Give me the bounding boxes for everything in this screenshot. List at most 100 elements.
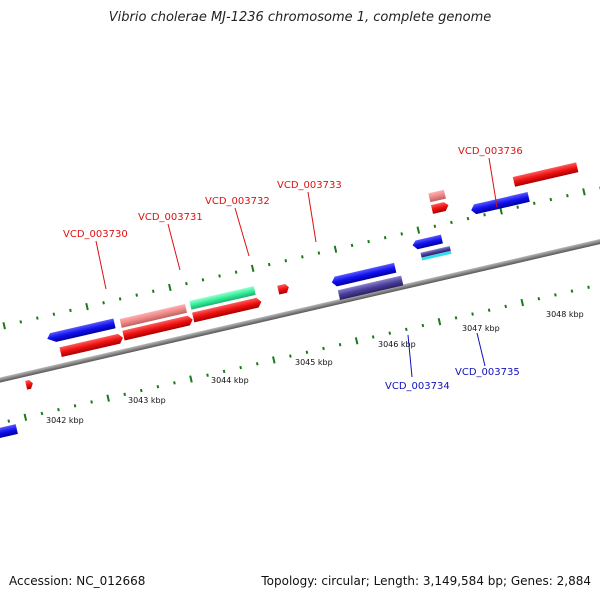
gene-left-edge-reverse[interactable]: [0, 424, 18, 442]
inner-tick: [371, 335, 375, 339]
outer-tick: [466, 216, 470, 221]
gene-vcd-003731-feature[interactable]: [119, 303, 187, 328]
outer-tick: [367, 239, 370, 244]
gene-label-vcd-003735[interactable]: VCD_003735: [455, 367, 520, 378]
gene-vcd-003731-forward[interactable]: [122, 315, 193, 341]
outer-tick: [267, 262, 271, 267]
gene-label-vcd-003730[interactable]: VCD_003730: [63, 229, 128, 240]
label-leaders: [95, 157, 498, 378]
inner-tick: [139, 388, 143, 393]
outer-tick: [185, 281, 188, 286]
outer-tick: [350, 243, 354, 248]
outer-tick: [19, 320, 23, 324]
inner-tick: [471, 312, 474, 316]
outer-tick: [168, 283, 172, 292]
inner-tick: [338, 342, 342, 347]
outer-tick: [201, 278, 205, 282]
scale-label-3047: 3047 kbp: [462, 324, 500, 333]
outer-tick: [36, 316, 39, 320]
inner-tick: [7, 419, 11, 423]
inner-tick: [57, 407, 60, 412]
outer-tick: [433, 224, 437, 228]
inner-tick: [305, 350, 309, 354]
gene-vcd-003730-forward[interactable]: [59, 333, 124, 358]
inner-tick: [354, 337, 359, 345]
outer-tick: [582, 188, 586, 196]
gene-vcd-003735-reverse[interactable]: [412, 234, 443, 251]
scale-label-3042: 3042 kbp: [46, 416, 84, 425]
outer-tick: [218, 274, 221, 278]
inner-tick: [405, 327, 408, 332]
inner-tick: [189, 375, 193, 383]
inner-tick: [206, 373, 209, 377]
scale-label-3044: 3044 kbp: [211, 376, 249, 385]
outer-tick: [416, 226, 421, 234]
scale-label-3046: 3046 kbp: [378, 340, 416, 349]
gene-vcd-003730-reverse[interactable]: [46, 318, 116, 343]
gene-label-vcd-003732[interactable]: VCD_003732: [205, 196, 270, 207]
inner-tick: [289, 354, 292, 358]
inner-tick-track: [7, 285, 590, 423]
inner-tick: [504, 304, 508, 309]
outer-tick: [549, 197, 553, 202]
outer-tick-track: [2, 186, 600, 330]
outer-tick: [400, 232, 404, 236]
outer-tick: [284, 259, 288, 263]
gene-vcd-003736-forward[interactable]: [431, 201, 450, 214]
inner-tick: [106, 394, 110, 402]
outer-tick: [118, 297, 122, 301]
outer-tick: [69, 308, 72, 313]
gene-vcd-003735-subfeature[interactable]: [421, 250, 452, 261]
inner-tick: [123, 392, 127, 397]
inner-tick: [454, 316, 458, 320]
inner-tick: [587, 285, 590, 289]
outer-tick: [102, 301, 105, 305]
outer-tick: [85, 302, 89, 311]
outer-tick: [566, 193, 569, 198]
inner-tick: [23, 413, 28, 421]
gene-label-vcd-003733[interactable]: VCD_003733: [277, 180, 342, 191]
scale-label-3045: 3045 kbp: [295, 358, 333, 367]
scale-label-3048: 3048 kbp: [546, 310, 584, 319]
gene-labels: VCD_003730 VCD_003731 VCD_003732 VCD_003…: [63, 146, 523, 392]
outer-tick: [250, 264, 255, 272]
outer-tick: [383, 236, 387, 240]
gene-vcd-003732-feature[interactable]: [189, 286, 256, 310]
gene-vcd-003734-reverse[interactable]: [331, 262, 397, 287]
topology-text: Topology: circular; Length: 3,149,584 bp…: [261, 574, 591, 588]
inner-tick: [222, 369, 226, 374]
scale-labels: 3042 kbp 3043 kbp 3044 kbp 3045 kbp 3046…: [46, 310, 584, 425]
gene-vcd-003732-forward[interactable]: [192, 297, 262, 323]
outer-tick: [516, 205, 520, 209]
genome-backbone: [0, 222, 600, 399]
inner-tick: [554, 293, 557, 297]
outer-tick: [499, 207, 503, 215]
inner-tick: [570, 289, 574, 293]
inner-tick: [40, 411, 44, 416]
inner-tick: [421, 323, 425, 328]
inner-tick: [173, 381, 176, 385]
gene-label-vcd-003736[interactable]: VCD_003736: [458, 146, 523, 157]
gene-label-vcd-003731[interactable]: VCD_003731: [138, 212, 203, 223]
gene-small-left-forward[interactable]: [25, 379, 34, 390]
outer-tick: [450, 220, 453, 225]
outer-tick: [151, 289, 155, 293]
gene-vcd-003735-feature[interactable]: [420, 245, 451, 258]
outer-tick: [135, 293, 139, 297]
inner-tick: [520, 298, 525, 307]
map-title: Vibrio cholerae MJ-1236 chromosome 1, co…: [108, 10, 492, 25]
outer-tick: [317, 251, 321, 255]
inner-tick: [487, 308, 491, 312]
gene-right-reverse[interactable]: [470, 192, 530, 215]
gene-vcd-003733-forward[interactable]: [277, 283, 290, 295]
inner-tick: [255, 362, 259, 366]
gene-vcd-003736-feature[interactable]: [428, 189, 446, 203]
gene-label-vcd-003734[interactable]: VCD_003734: [385, 381, 450, 392]
inner-tick: [239, 365, 242, 370]
gene-right-edge-forward[interactable]: [512, 162, 579, 187]
gene-vcd-003734-feature[interactable]: [337, 275, 404, 300]
inner-tick: [73, 404, 77, 408]
inner-tick: [537, 297, 541, 301]
inner-tick: [156, 385, 160, 389]
